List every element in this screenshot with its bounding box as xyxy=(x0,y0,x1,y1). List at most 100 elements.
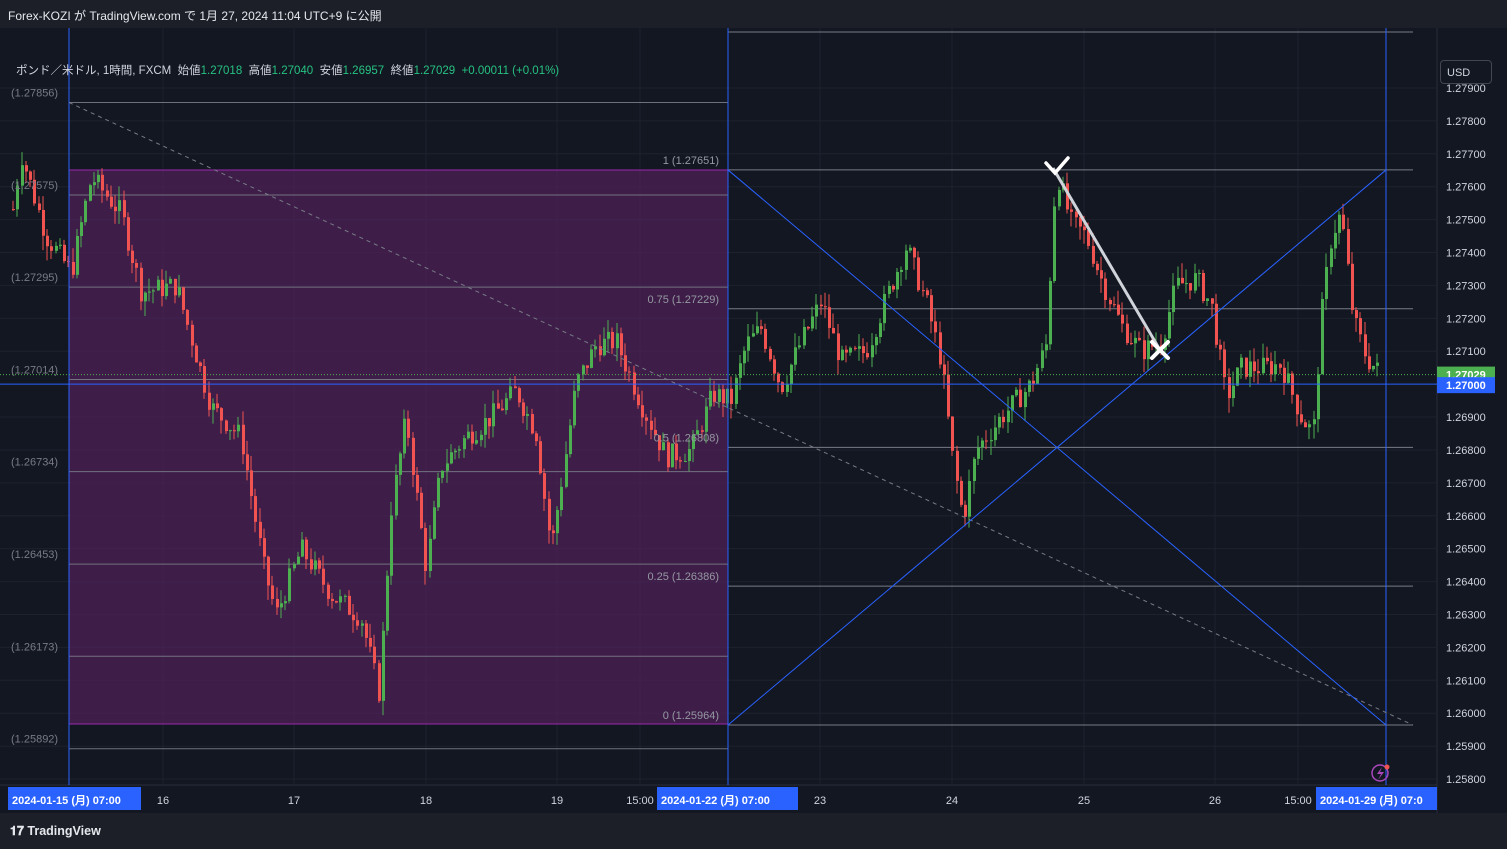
chart-area[interactable]: (1.27856) (1.27575) (1.27295) (1.27014) (1.2… xyxy=(0,28,1507,813)
candle-body xyxy=(114,206,117,212)
candle-body xyxy=(348,595,351,615)
brand-name: TradingView xyxy=(27,824,101,838)
candle-body xyxy=(739,363,742,378)
candle-body xyxy=(900,269,903,272)
price-tick-label: 1.26600 xyxy=(1446,511,1486,523)
time-tick-label: 19 xyxy=(551,795,563,807)
candle-body xyxy=(305,539,308,560)
candle-body xyxy=(263,538,266,557)
candle-body xyxy=(352,614,355,621)
candle-body xyxy=(1007,410,1010,423)
candle-body xyxy=(412,437,415,475)
candle-body xyxy=(335,601,338,603)
candle-body xyxy=(63,244,66,262)
candle-body xyxy=(1011,395,1014,411)
candle-body xyxy=(135,263,138,268)
fib-left-label: (1.26173) xyxy=(11,641,58,653)
candle-body xyxy=(1342,214,1345,230)
candle-body xyxy=(968,481,971,517)
candle-body xyxy=(624,355,627,372)
candle-body xyxy=(1032,380,1035,384)
candle-body xyxy=(458,449,461,451)
fib-box-left[interactable] xyxy=(68,169,729,725)
candle-body xyxy=(450,452,453,464)
candle-body xyxy=(760,326,763,329)
candle-body xyxy=(1143,340,1146,360)
currency-button[interactable]: USD xyxy=(1440,60,1492,84)
candle-body xyxy=(849,347,852,353)
fib-right-label: 0.25 (1.26386) xyxy=(647,571,719,583)
footer: 𝟏𝟕 TradingView xyxy=(0,813,1507,849)
candle-body xyxy=(526,414,529,416)
candle-body xyxy=(803,326,806,346)
candle-body xyxy=(1096,263,1099,271)
time-tick-label: 16 xyxy=(157,795,169,807)
candle-body xyxy=(990,440,993,442)
axes: 1.27900 1.27800 1.27700 1.27600 1.27500 1.274… xyxy=(8,83,1495,810)
candle-body xyxy=(1181,277,1184,284)
symbol-info-bar[interactable]: ポンド／米ドル, 1時間, FXCM 始値1.27018 高値1.27040 安… xyxy=(16,62,559,78)
candle-body xyxy=(1206,298,1209,302)
price-tick-label: 1.27900 xyxy=(1446,83,1486,95)
candle-body xyxy=(497,403,500,409)
candle-body xyxy=(637,394,640,406)
tradingview-logo[interactable]: 𝟏𝟕 TradingView xyxy=(10,824,101,839)
lightning-icon xyxy=(1371,764,1389,782)
candle-body xyxy=(905,250,908,270)
candle-body xyxy=(722,389,725,404)
candle-body xyxy=(794,347,797,365)
candle-body xyxy=(1083,226,1086,231)
candle-body xyxy=(1347,229,1350,264)
candlestick-chart[interactable]: (1.27856) (1.27575) (1.27295) (1.27014) (1.2… xyxy=(0,28,1507,813)
candle-body xyxy=(1287,373,1290,383)
candle-body xyxy=(769,348,772,360)
candle-body xyxy=(208,392,211,410)
candle-body xyxy=(607,331,610,339)
time-tick-label: 23 xyxy=(814,795,826,807)
price-tick-label: 1.27400 xyxy=(1446,248,1486,260)
candle-body xyxy=(964,504,967,517)
candle-body xyxy=(110,196,113,207)
candle-body xyxy=(165,283,168,297)
candle-body xyxy=(590,349,593,368)
candle-body xyxy=(1177,277,1180,286)
candle-body xyxy=(1002,416,1005,423)
close-label: 終値 xyxy=(390,65,414,77)
candle-body xyxy=(399,453,402,475)
candle-body xyxy=(514,386,517,389)
candle-body xyxy=(16,185,19,210)
candle-body xyxy=(713,390,716,402)
candle-body xyxy=(667,442,670,468)
candle-body xyxy=(471,431,474,444)
candle-body xyxy=(552,530,555,534)
candle-body xyxy=(127,217,130,251)
time-highlight-label: 2024-01-22 (月) 07:00 xyxy=(661,794,770,807)
candle-body xyxy=(858,346,861,349)
candle-body xyxy=(1228,377,1231,399)
drawing-overlays[interactable] xyxy=(0,28,1437,785)
candle-body xyxy=(939,332,942,365)
price-tick-label: 1.26300 xyxy=(1446,609,1486,621)
candle-body xyxy=(157,279,160,291)
candle-body xyxy=(832,327,835,334)
candle-body xyxy=(216,403,219,409)
candle-body xyxy=(242,424,245,455)
candle-body xyxy=(1334,232,1337,249)
candle-body xyxy=(1262,357,1265,374)
candle-body xyxy=(1359,318,1362,335)
price-tick-label: 1.26800 xyxy=(1446,445,1486,457)
time-tick-label: 24 xyxy=(946,795,958,807)
candle-body xyxy=(866,353,869,358)
price-tick-label: 1.25800 xyxy=(1446,774,1486,786)
candle-body xyxy=(879,323,882,338)
candle-body xyxy=(280,603,283,608)
candle-body xyxy=(1066,183,1069,210)
candle-body xyxy=(764,328,767,349)
candle-body xyxy=(237,424,240,432)
candle-body xyxy=(837,333,840,361)
high-label: 高値 xyxy=(248,65,272,77)
candle-body xyxy=(1308,424,1311,428)
candle-body xyxy=(1249,361,1252,377)
candle-body xyxy=(199,362,202,367)
candle-body xyxy=(225,420,228,432)
